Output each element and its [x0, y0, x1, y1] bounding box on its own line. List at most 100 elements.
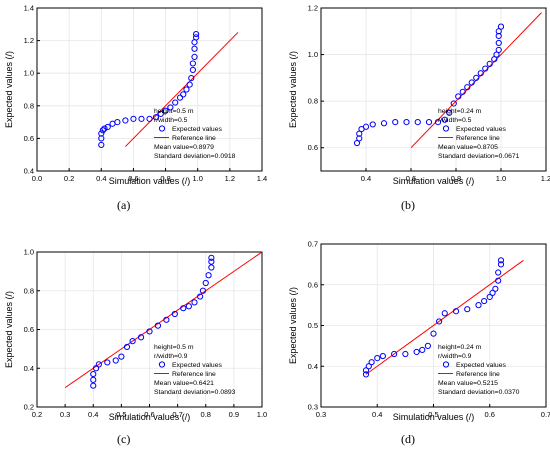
data-point [146, 115, 153, 122]
annotation-std: Standard deviation=0.0370 [438, 389, 520, 396]
y-tick-label: 0.8 [308, 97, 318, 106]
y-tick-label: 0.8 [24, 286, 34, 295]
y-tick-label: 0.6 [24, 325, 34, 334]
data-point [475, 302, 482, 309]
y-tick-label: 0.6 [24, 134, 34, 143]
y-tick-label: 1.4 [24, 4, 34, 13]
data-point [482, 65, 489, 72]
legend-marker-expected [442, 125, 450, 132]
data-point [129, 338, 136, 345]
data-point [464, 84, 471, 91]
data-point [118, 353, 125, 360]
annotation-mean: Mean value=0.6421 [154, 380, 214, 387]
data-point [441, 116, 448, 123]
data-point [98, 141, 105, 149]
data-point [90, 370, 97, 378]
x-tick-label: 0.2 [64, 174, 74, 183]
legend-marker-expected [158, 125, 166, 132]
data-point [436, 318, 443, 325]
annotation-ratio: r/width=0.9 [438, 353, 472, 360]
annotation-height: height=0.5 m [154, 108, 194, 115]
data-point [157, 110, 164, 118]
data-point [450, 100, 457, 107]
x-axis-label: Simulation values (/) [393, 412, 475, 422]
data-point [208, 254, 215, 261]
data-point [492, 285, 499, 292]
caption-a: (a) [117, 198, 131, 212]
y-tick-label: 0.6 [308, 143, 318, 152]
x-tick-label: 0.6 [144, 410, 154, 419]
data-point [104, 359, 111, 366]
data-point [90, 376, 97, 383]
y-axis-label: Expected values (/) [288, 287, 298, 364]
data-point [374, 355, 381, 362]
data-point [191, 53, 198, 61]
data-point [193, 34, 200, 41]
x-tick-label: 0.7 [541, 410, 550, 419]
x-tick-label: 0.8 [201, 410, 211, 419]
data-point [369, 121, 376, 128]
legend-label-expected: Expected values [172, 126, 222, 133]
x-tick-label: 1.4 [257, 174, 267, 183]
y-axis-label: Expected values (/) [4, 51, 14, 128]
annotation-height: height=0.24 m [438, 344, 482, 351]
x-tick-label: 0.4 [96, 174, 106, 183]
data-point [163, 316, 170, 323]
annotation-ratio: r/width=0.9 [154, 353, 188, 360]
data-point [191, 299, 198, 306]
data-point [489, 289, 496, 296]
data-point [154, 322, 162, 329]
legend-label-reference: Reference line [456, 371, 500, 378]
data-point [495, 269, 502, 276]
data-point [186, 81, 193, 88]
data-point [434, 119, 442, 126]
data-point [101, 125, 108, 132]
caption-b: (b) [401, 198, 415, 212]
x-axis-label: Simulation values (/) [109, 412, 191, 422]
data-point [137, 334, 145, 341]
chart-panel-3: 0.2 0.3 0.4 0.5 0.6 0.7 0.8 0.9 1.0 0.2 0.4 0.6 0.8 1… [4, 248, 267, 423]
y-tick-label: 1.2 [308, 4, 318, 13]
data-point [130, 115, 137, 122]
data-point [497, 261, 505, 268]
x-tick-label: 0.2 [32, 410, 42, 419]
data-point [468, 79, 475, 86]
legend-label-reference: Reference line [172, 371, 216, 378]
data-point [162, 107, 169, 114]
data-point [193, 30, 200, 38]
data-point [446, 109, 453, 116]
annotation-height: height=0.24 m [438, 108, 482, 115]
y-tick-label: 1.0 [308, 50, 318, 59]
x-axis-label: Simulation values (/) [109, 176, 191, 186]
data-point [183, 86, 190, 93]
x-tick-label: 0.6 [128, 174, 138, 183]
data-point [167, 104, 174, 111]
y-tick-label: 1.2 [24, 36, 34, 45]
legend-marker-expected [442, 361, 450, 368]
data-point [199, 287, 207, 294]
data-point [114, 119, 121, 126]
x-tick-label: 0.6 [406, 174, 416, 183]
data-point [197, 293, 204, 300]
data-point [202, 279, 209, 287]
data-point [455, 93, 462, 100]
data-point [146, 328, 153, 335]
x-tick-label: 0.3 [316, 410, 326, 419]
y-tick-label: 0.4 [308, 362, 318, 371]
y-tick-label: 0.2 [24, 403, 34, 412]
chart-panel-1: 0.0 0.2 0.4 0.6 0.8 1.0 1.2 1.4 0.4 0.6 0.8 1.0 1.2 1… [4, 4, 267, 187]
legend-label-reference: Reference line [172, 135, 216, 142]
data-point [176, 94, 184, 101]
data-point [477, 70, 484, 77]
data-point [152, 114, 160, 121]
annotation-mean: Mean value=0.8705 [438, 144, 498, 151]
x-axis-label: Simulation values (/) [393, 176, 475, 186]
data-point [497, 257, 505, 264]
annotation-mean: Mean value=0.8979 [154, 144, 214, 151]
data-point [414, 119, 421, 126]
data-point [95, 361, 102, 368]
annotation-ratio: r/width=0.5 [154, 117, 188, 124]
caption-d: (d) [401, 432, 415, 446]
data-point [452, 308, 460, 315]
